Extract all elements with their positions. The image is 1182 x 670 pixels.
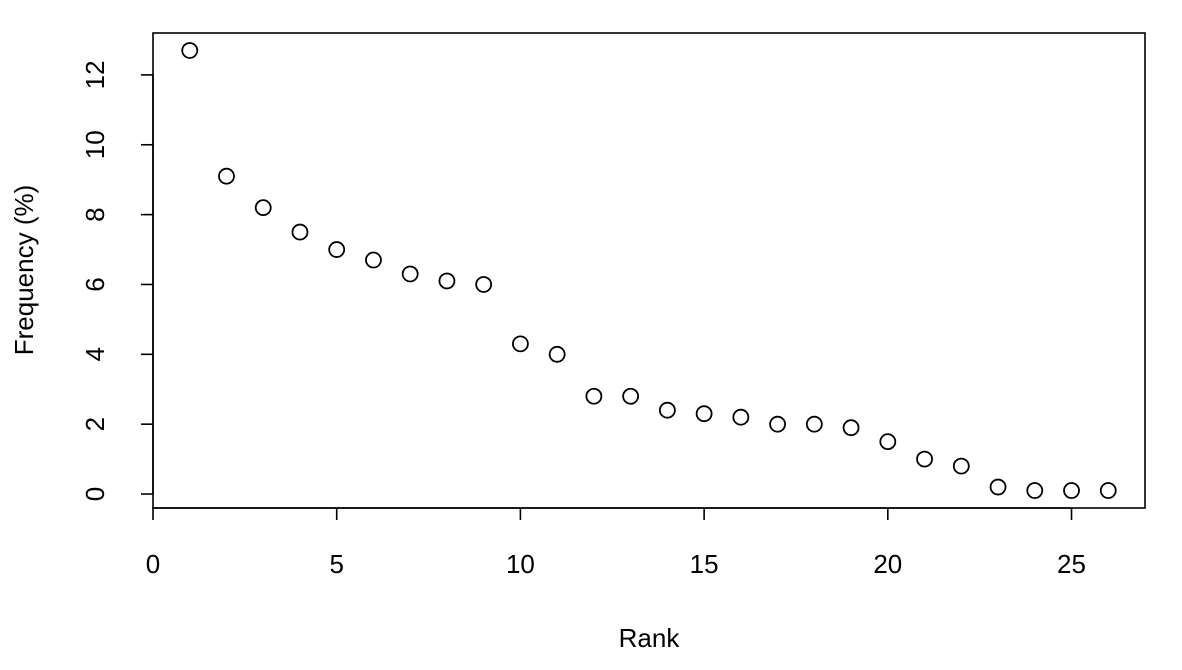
- point: [438, 272, 456, 290]
- point: [1099, 482, 1117, 499]
- point: [401, 265, 419, 283]
- x-tick-label: 20: [873, 549, 902, 579]
- point: [218, 167, 235, 185]
- y-tick-label: 4: [80, 347, 110, 361]
- point: [622, 387, 640, 405]
- x-axis-label: Rank: [619, 623, 681, 653]
- point: [475, 276, 493, 293]
- point: [328, 241, 346, 258]
- y-tick-label: 0: [80, 487, 110, 501]
- point: [916, 450, 933, 468]
- y-axis-label: Frequency (%): [9, 185, 39, 356]
- point: [548, 345, 566, 363]
- point: [732, 408, 750, 426]
- x-tick-label: 10: [506, 549, 535, 579]
- plot-frame: [152, 32, 1146, 509]
- point: [254, 199, 272, 217]
- point: [1063, 482, 1080, 499]
- y-tick-label: 8: [80, 207, 110, 221]
- y-tick-label: 10: [80, 130, 110, 159]
- point: [695, 405, 713, 423]
- y-tick-label: 2: [80, 417, 110, 431]
- point: [181, 42, 199, 59]
- point: [1026, 482, 1044, 499]
- point: [989, 478, 1007, 496]
- point: [512, 335, 529, 353]
- x-tick-label: 0: [146, 549, 160, 579]
- point: [805, 415, 823, 433]
- point: [879, 433, 897, 451]
- x-tick-label: 15: [690, 549, 719, 579]
- y-tick-label: 12: [80, 60, 110, 89]
- x-tick-label: 25: [1057, 549, 1086, 579]
- point: [365, 251, 382, 269]
- point: [842, 419, 860, 437]
- point: [658, 401, 676, 419]
- point: [291, 223, 309, 241]
- y-tick-label: 6: [80, 277, 110, 291]
- x-tick-label: 5: [329, 549, 343, 579]
- point: [585, 387, 603, 405]
- point: [769, 415, 786, 433]
- point: [952, 457, 970, 475]
